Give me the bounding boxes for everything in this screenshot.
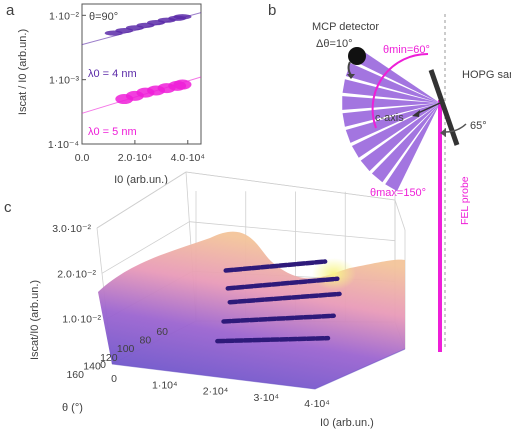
panel-c-ylabel: θ (°) xyxy=(62,402,83,414)
y-tick-label: 1·10⁻³ xyxy=(49,75,80,87)
z-tick-label: 0 xyxy=(100,359,106,371)
c-axis-arrowhead xyxy=(412,110,420,117)
surface-edge xyxy=(111,348,406,390)
x-tick-label: 1·10⁴ xyxy=(152,379,178,391)
panel-a-annotation: θ=90° xyxy=(89,11,118,23)
panel-label-a: a xyxy=(6,2,15,19)
y-tick-label: 1·10⁻² xyxy=(49,10,80,22)
x-tick-label: 2.0·10⁴ xyxy=(118,152,152,164)
x-tick-label: 0 xyxy=(111,373,117,385)
detector-beam xyxy=(385,103,440,192)
y-tick-label: 80 xyxy=(140,335,152,347)
label-theta-min: θmin=60° xyxy=(383,44,430,56)
detector-beam xyxy=(342,79,440,103)
surface xyxy=(98,231,405,389)
detector-beam xyxy=(342,96,440,110)
x-tick-label: 2·10⁴ xyxy=(203,386,229,398)
panel-a-ylabel: Iscat / I0 (arb.un.) xyxy=(17,29,29,115)
panel-label-c: c xyxy=(4,199,12,216)
data-point xyxy=(173,79,192,90)
y-tick-label: 60 xyxy=(156,326,168,338)
grid-line xyxy=(189,221,396,242)
hopg-sample xyxy=(428,69,460,146)
label-probe: FEL probe xyxy=(459,176,471,225)
z-tick-label: 2.0·10⁻² xyxy=(57,268,96,280)
grid-line xyxy=(394,199,406,231)
grid-line xyxy=(101,221,190,274)
data-trace xyxy=(215,335,331,344)
z-tick-label: 3.0·10⁻² xyxy=(52,223,91,235)
x-tick-label: 4·10⁴ xyxy=(304,398,330,410)
y-tick-label: 160 xyxy=(66,369,84,381)
detector-beam xyxy=(351,48,440,103)
data-trace xyxy=(221,313,336,324)
legend-series-5nm: λ0 = 5 nm xyxy=(88,126,137,138)
angle-arc-arrowhead xyxy=(440,128,446,137)
detector-head xyxy=(348,47,366,65)
panel-b-diagram: MCP detector Δθ=10° θmin=60° HOPG sample… xyxy=(312,14,511,352)
detector-beam xyxy=(342,103,440,127)
label-detector: MCP detector xyxy=(312,21,379,33)
theta-range-arc xyxy=(371,52,429,129)
panel-c-xlabel: I0 (arb.un.) xyxy=(320,417,374,429)
data-point xyxy=(173,14,192,20)
grid-line xyxy=(185,171,396,201)
y-tick-label: 120 xyxy=(100,352,118,364)
y-tick-label: 100 xyxy=(117,343,135,355)
z-tick-label: 1.0·10⁻² xyxy=(62,314,101,326)
data-trace xyxy=(223,259,328,273)
x-tick-label: 3·10⁴ xyxy=(253,392,279,404)
detector-beam xyxy=(345,63,440,103)
panel-c-chart: 0 1.0·10⁻² 2.0·10⁻² 3.0·10⁻² 0 1·10⁴ 2·10⁴ 3·10… xyxy=(29,171,406,429)
panel-a-frame xyxy=(81,3,202,145)
angle-arc xyxy=(444,123,467,133)
panel-a-xlabel: I0 (arb.un.) xyxy=(114,174,168,186)
label-c-axis: c-axis xyxy=(375,112,404,124)
x-tick-label: 4.0·10⁴ xyxy=(171,152,205,164)
label-delta: Δθ=10° xyxy=(316,38,353,50)
panel-a-chart: 1·10⁻² 1·10⁻³ 1·10⁻⁴ 0.0 2.0·10⁴ 4.0·10⁴ θ=9… xyxy=(17,3,205,186)
data-trace xyxy=(227,291,342,305)
label-theta-max: θmax=150° xyxy=(370,187,426,199)
grid-line xyxy=(96,171,187,229)
detector-beam xyxy=(371,103,440,183)
detector-beam xyxy=(360,103,440,172)
label-sample: HOPG sample xyxy=(462,69,511,81)
panel-label-b: b xyxy=(268,2,276,19)
legend-series-4nm: λ0 = 4 nm xyxy=(88,68,137,80)
c-axis-arrow xyxy=(415,102,441,115)
panel-c-zlabel: Iscat/I0 (arb.un.) xyxy=(29,280,41,360)
detector-rotation-arrowhead xyxy=(347,74,355,79)
data-trace xyxy=(225,276,340,291)
label-angle: 65° xyxy=(470,120,487,132)
y-tick-label: 140 xyxy=(83,360,101,372)
y-tick-label: 1·10⁻⁴ xyxy=(48,139,79,151)
x-tick-label: 0.0 xyxy=(75,152,90,164)
